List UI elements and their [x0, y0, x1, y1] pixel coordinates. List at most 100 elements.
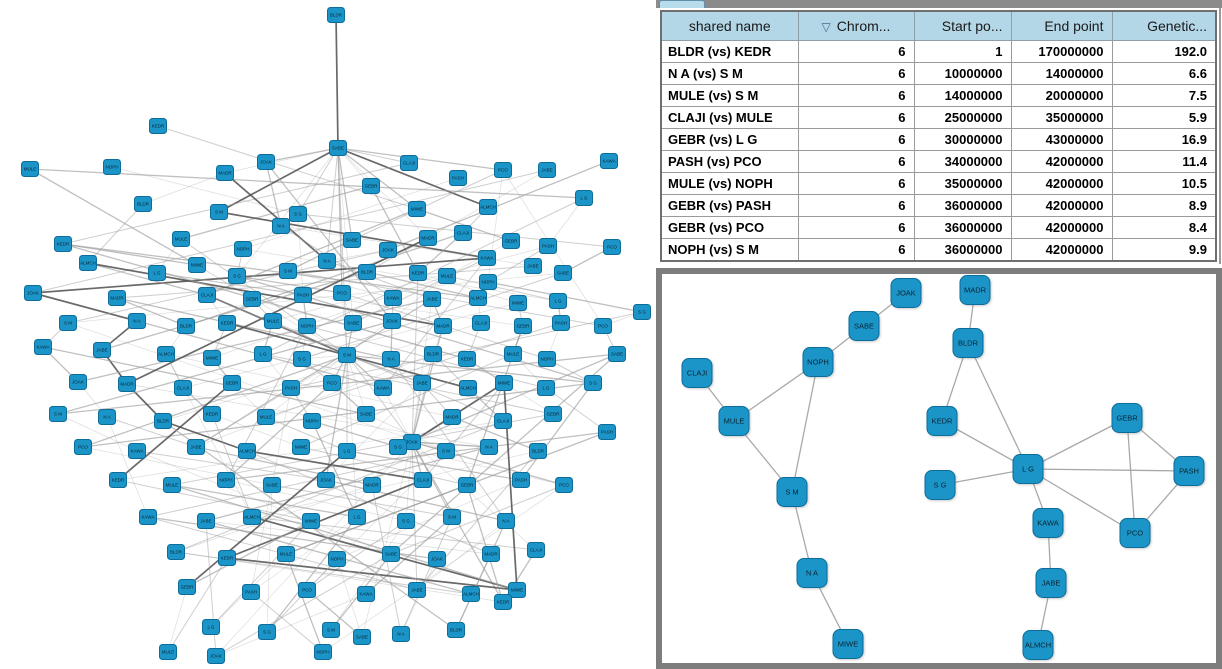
network-node-kedr[interactable]: KEDR — [218, 315, 236, 331]
network-node-madr[interactable]: MADR — [419, 230, 437, 246]
network-node-joak[interactable]: JOAK — [379, 242, 397, 258]
network-node-jabe[interactable]: JABE — [423, 291, 441, 307]
network-node-bldr[interactable]: BLDR — [134, 196, 152, 212]
network-node-claji[interactable]: CLAJI — [414, 472, 432, 488]
network-node-miwe[interactable]: MIWE — [302, 513, 320, 529]
column-header-genetic[interactable]: Genetic... — [1111, 10, 1217, 41]
network-node-pco[interactable]: PCO — [74, 439, 92, 455]
network-node-kawa[interactable]: KAWA — [374, 380, 392, 396]
network-node-noph[interactable]: NOPH — [298, 318, 316, 334]
network-node-n-a[interactable]: N A — [497, 513, 515, 529]
network-node-mule[interactable]: MULE — [277, 546, 295, 562]
network-node-joak[interactable]: JOAK — [24, 285, 42, 301]
cell-value[interactable]: 192.0 — [1111, 40, 1217, 63]
cell-value[interactable]: 170000000 — [1010, 40, 1113, 63]
network-node-almch[interactable]: ALMCH — [479, 199, 497, 215]
network-node-gebr[interactable]: GEBR — [362, 178, 380, 194]
network-node-claji[interactable]: CLAJI — [400, 155, 418, 171]
cell-value[interactable]: 6 — [797, 216, 915, 239]
table-row[interactable]: GEBR (vs) PASH 6 36000000 42000000 8.9 — [660, 194, 1217, 217]
network-node-s-m[interactable]: S M — [338, 347, 356, 363]
cell-value[interactable]: 10.5 — [1111, 172, 1217, 195]
network-node-bldr[interactable]: BLDR — [358, 264, 376, 280]
network-node-kedr[interactable]: KEDR — [149, 118, 167, 134]
cell-value[interactable]: 7.5 — [1111, 84, 1217, 107]
network-node-madr[interactable]: MADR — [108, 290, 126, 306]
network-node-n-a[interactable]: N A — [272, 218, 290, 234]
network-node-joak[interactable]: JOAK — [383, 313, 401, 329]
network-node-bldr[interactable]: BLDR — [177, 318, 195, 334]
network-node-s-g[interactable]: S G — [389, 439, 407, 455]
network-node-madr[interactable]: MADR — [959, 275, 991, 305]
network-node-noph[interactable]: NOPH — [538, 351, 556, 367]
cell-value[interactable]: 25000000 — [913, 106, 1012, 129]
cell-value[interactable]: 6 — [797, 128, 915, 151]
network-node-sabe[interactable]: SABE — [357, 406, 375, 422]
network-node-mule[interactable]: MULE — [264, 313, 282, 329]
cell-value[interactable]: 6 — [797, 106, 915, 129]
network-node-almch[interactable]: ALMCH — [243, 509, 261, 525]
network-node-pco[interactable]: PCO — [555, 477, 573, 493]
network-node-pco[interactable]: PCO — [494, 162, 512, 178]
column-header-end-point[interactable]: End point — [1010, 10, 1113, 41]
network-node-joak[interactable]: JOAK — [257, 154, 275, 170]
cell-value[interactable]: 6 — [797, 150, 915, 173]
network-node-mule[interactable]: MULE — [718, 406, 750, 436]
network-node-l-g[interactable]: L G — [549, 293, 567, 309]
network-node-s-g[interactable]: S G — [293, 351, 311, 367]
network-node-gebr[interactable]: GEBR — [223, 375, 241, 391]
network-node-madr[interactable]: MADR — [434, 318, 452, 334]
network-node-jabe[interactable]: JABE — [524, 258, 542, 274]
network-node-pco[interactable]: PCO — [594, 318, 612, 334]
network-node-miwe[interactable]: MIWE — [292, 439, 310, 455]
network-node-mule[interactable]: MULE — [163, 477, 181, 493]
network-node-bldr[interactable]: BLDR — [529, 443, 547, 459]
network-node-jabe[interactable]: JABE — [1035, 568, 1067, 598]
table-row[interactable]: GEBR (vs) L G 6 30000000 43000000 16.9 — [660, 128, 1217, 151]
network-node-mule[interactable]: MULE — [257, 409, 275, 425]
network-node-almch[interactable]: ALMCH — [469, 290, 487, 306]
network-node-s-g[interactable]: S G — [258, 624, 276, 640]
network-node-sabe[interactable]: SABE — [344, 315, 362, 331]
network-node-mule[interactable]: MULE — [172, 231, 190, 247]
network-node-madr[interactable]: MADR — [216, 165, 234, 181]
network-node-kedr[interactable]: KEDR — [926, 406, 958, 436]
network-node-l-g[interactable]: L G — [202, 619, 220, 635]
network-node-pco[interactable]: PCO — [1119, 518, 1151, 548]
cell-value[interactable]: 6 — [797, 194, 915, 217]
network-node-kedr[interactable]: KEDR — [54, 236, 72, 252]
network-node-kedr[interactable]: KEDR — [494, 594, 512, 610]
cell-value[interactable]: 8.9 — [1111, 194, 1217, 217]
network-node-s-m[interactable]: S M — [279, 263, 297, 279]
network-node-bldr[interactable]: BLDR — [952, 328, 984, 358]
network-node-almch[interactable]: ALMCH — [79, 255, 97, 271]
network-node-n-a[interactable]: N A — [318, 253, 336, 269]
network-node-n-a[interactable]: N A — [392, 626, 410, 642]
network-node-noph[interactable]: NOPH — [217, 472, 235, 488]
network-node-sabe[interactable]: SABE — [329, 140, 347, 156]
network-node-n-a[interactable]: N A — [382, 351, 400, 367]
table-row[interactable]: BLDR (vs) KEDR 6 1 170000000 192.0 — [660, 40, 1217, 63]
cell-shared-name[interactable]: GEBR (vs) PASH — [660, 194, 799, 217]
network-node-claji[interactable]: CLAJI — [174, 380, 192, 396]
network-node-sabe[interactable]: SABE — [353, 629, 371, 645]
cell-value[interactable]: 6 — [797, 40, 915, 63]
network-overview-panel[interactable]: BLDR KEDR MULE NOPH SABE JOAK MADR CLAJI GEBR PAS… — [0, 0, 656, 669]
column-header-start-po[interactable]: Start po... — [913, 10, 1012, 41]
network-node-pco[interactable]: PCO — [603, 239, 621, 255]
table-tab[interactable] — [659, 0, 705, 8]
network-node-bldr[interactable]: BLDR — [447, 622, 465, 638]
table-row[interactable]: MULE (vs) NOPH 6 35000000 42000000 10.5 — [660, 172, 1217, 195]
cell-shared-name[interactable]: GEBR (vs) L G — [660, 128, 799, 151]
network-node-pco[interactable]: PCO — [333, 285, 351, 301]
cell-value[interactable]: 35000000 — [1010, 106, 1113, 129]
network-node-madr[interactable]: MADR — [443, 409, 461, 425]
network-node-gebr[interactable]: GEBR — [458, 477, 476, 493]
network-detail-panel[interactable]: JOAK MADR SABE BLDR NOPH CLAJI MULE KEDR GEBR L G… — [656, 268, 1222, 669]
cell-shared-name[interactable]: BLDR (vs) KEDR — [660, 40, 799, 63]
cell-value[interactable]: 35000000 — [913, 172, 1012, 195]
network-node-gebr[interactable]: GEBR — [178, 579, 196, 595]
cell-value[interactable]: 6 — [797, 62, 915, 85]
network-node-joak[interactable]: JOAK — [428, 551, 446, 567]
network-node-mule[interactable]: MULE — [504, 346, 522, 362]
